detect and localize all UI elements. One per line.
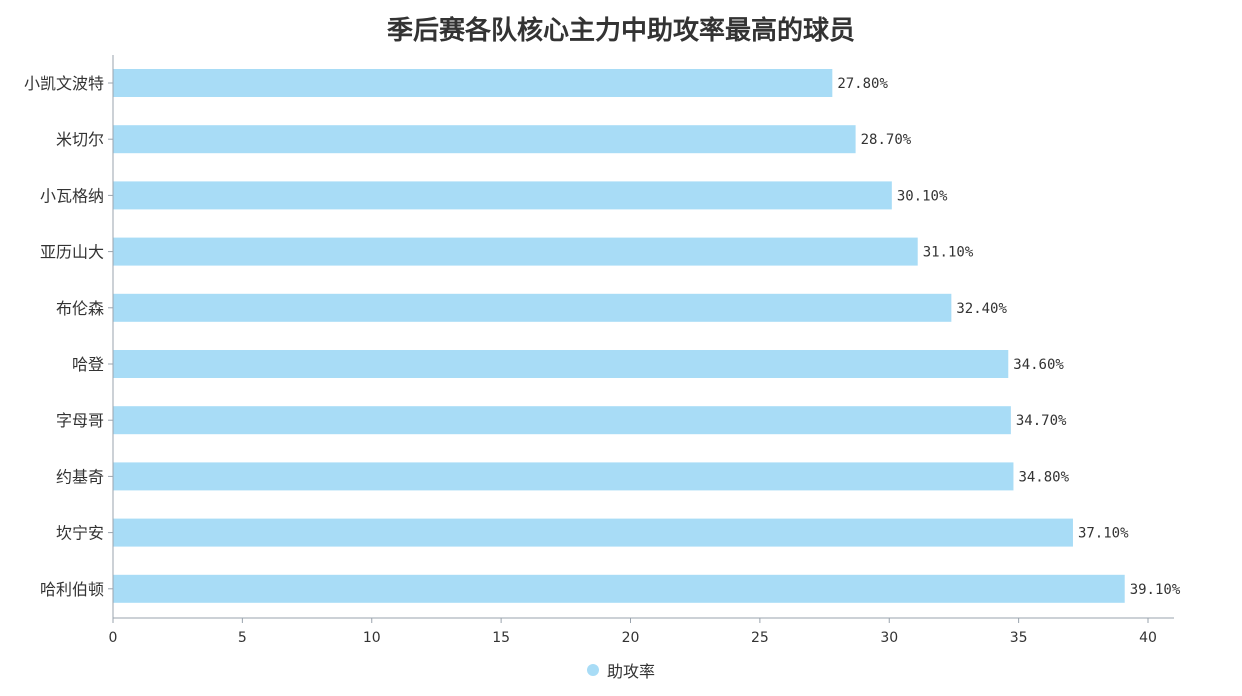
legend-marker xyxy=(586,664,599,676)
bar[interactable] xyxy=(113,350,1009,378)
category-tick-label: 布伦森 xyxy=(56,299,104,318)
category-tick-label: 约基奇 xyxy=(56,467,104,486)
bar[interactable] xyxy=(113,574,1125,603)
data-label: 32.40% xyxy=(956,301,1007,317)
bars-layer: 27.80% 28.70% 30.10% 31.10% 32.40% 34.60% 34.7… xyxy=(113,69,1181,603)
category-tick-label: 亚历山大 xyxy=(40,243,104,262)
category-tick-label: 字母哥 xyxy=(56,411,104,430)
category-tick-label: 坎宁安 xyxy=(56,524,104,543)
bar[interactable] xyxy=(113,462,1014,491)
data-label: 34.70% xyxy=(1016,413,1067,429)
category-tick-label: 哈利伯顿 xyxy=(40,580,104,599)
category-tick-label: 小瓦格纳 xyxy=(40,186,104,205)
chart-title: 季后赛各队核心主力中助攻率最高的球员 xyxy=(386,16,855,46)
bar[interactable] xyxy=(113,69,833,97)
data-label: 34.80% xyxy=(1018,469,1069,485)
data-label: 28.70% xyxy=(861,132,912,148)
data-label: 30.10% xyxy=(897,188,948,204)
data-label: 31.10% xyxy=(923,245,974,261)
bar[interactable] xyxy=(113,518,1073,547)
data-label: 27.80% xyxy=(837,76,888,92)
data-label: 34.60% xyxy=(1013,357,1064,373)
legend[interactable]: 助攻率 xyxy=(0,658,1242,682)
data-label: 39.10% xyxy=(1130,582,1181,598)
x-tick-label: 10 xyxy=(363,630,381,646)
data-label: 37.10% xyxy=(1078,526,1129,542)
x-tick-label: 40 xyxy=(1139,630,1157,646)
bar[interactable] xyxy=(113,406,1011,435)
x-tick-label: 0 xyxy=(109,630,118,646)
x-tick-label: 30 xyxy=(880,630,898,646)
category-tick-label: 小凯文波特 xyxy=(24,74,104,93)
x-tick-label: 20 xyxy=(622,630,640,646)
category-tick-label: 哈登 xyxy=(72,355,104,374)
bar[interactable] xyxy=(113,181,892,210)
x-tick-label: 25 xyxy=(751,630,769,646)
x-tick-label: 15 xyxy=(492,630,510,646)
category-tick-label: 米切尔 xyxy=(56,130,104,149)
bar[interactable] xyxy=(113,293,952,322)
legend-label: 助攻率 xyxy=(606,662,655,681)
x-tick-label: 5 xyxy=(238,630,247,646)
bar[interactable] xyxy=(113,125,856,154)
x-tick-label: 35 xyxy=(1010,630,1028,646)
bar[interactable] xyxy=(113,237,918,266)
